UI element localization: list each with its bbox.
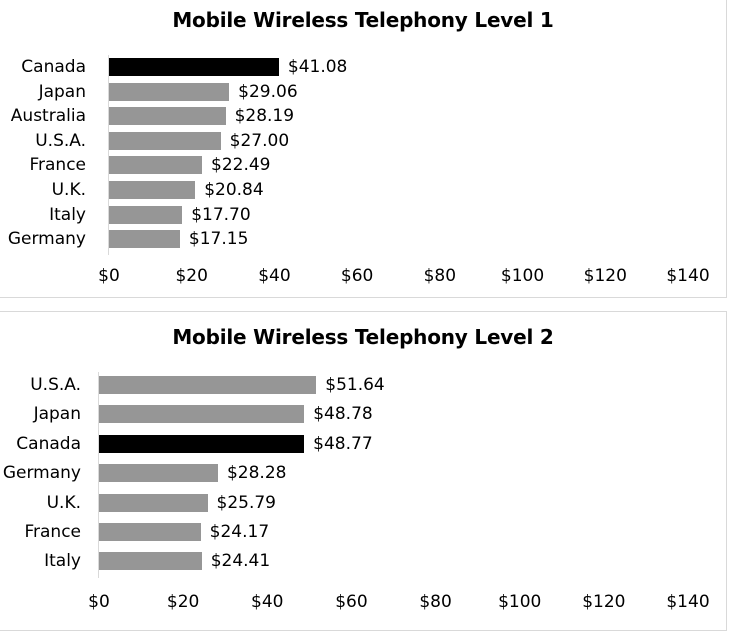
x-tick-label: $0 — [98, 266, 120, 286]
x-tick-label: $80 — [423, 266, 457, 286]
bar-canada — [99, 434, 305, 453]
category-label: Germany — [7, 229, 86, 250]
x-tick-label: $20 — [175, 266, 208, 286]
y-axis-line — [108, 55, 109, 255]
bar-uk — [109, 181, 196, 199]
chart-title: Mobile Wireless Telephony Level 1 — [172, 8, 554, 32]
bar-usa — [99, 376, 317, 394]
category-label: Japan — [33, 404, 81, 425]
category-label: Canada — [21, 57, 86, 77]
y-axis-line — [98, 372, 99, 578]
data-label: $24.41 — [210, 551, 271, 572]
x-tick-label: $120 — [582, 592, 626, 612]
data-label: $48.78 — [313, 404, 373, 425]
data-label: $28.19 — [234, 106, 295, 127]
data-label: $41.08 — [287, 57, 348, 77]
bar-france — [109, 156, 202, 175]
data-label: $20.84 — [204, 180, 264, 200]
category-label: U.S.A. — [35, 130, 86, 151]
category-label: Australia — [10, 106, 86, 127]
bar-japan — [109, 82, 230, 101]
bar-australia — [109, 107, 226, 126]
data-label: $51.64 — [325, 375, 385, 395]
bar-italy — [99, 552, 202, 571]
category-label: Japan — [38, 81, 86, 102]
x-tick-label: $80 — [419, 592, 452, 612]
x-tick-label: $20 — [166, 592, 200, 612]
x-tick-label: $0 — [88, 592, 110, 612]
x-tick-label: $100 — [498, 592, 542, 612]
category-label: U.K. — [51, 180, 86, 200]
x-tick-label: $140 — [666, 592, 710, 612]
category-label: Italy — [49, 204, 86, 225]
data-label: $17.15 — [188, 229, 249, 250]
x-tick-label: $60 — [340, 266, 374, 286]
data-label: $48.77 — [313, 433, 373, 454]
bar-germany — [109, 230, 180, 249]
bar-france — [99, 523, 201, 541]
x-tick-label: $120 — [583, 266, 627, 286]
data-label: $22.49 — [211, 155, 271, 176]
bar-usa — [109, 131, 221, 150]
category-label: France — [29, 155, 86, 176]
x-tick-label: $140 — [666, 266, 710, 286]
category-label: France — [24, 522, 81, 542]
x-tick-label: $40 — [258, 266, 291, 286]
category-label: U.K. — [46, 492, 81, 513]
data-label: $24.17 — [209, 522, 270, 542]
bar-canada — [109, 58, 279, 76]
data-label: $17.70 — [191, 204, 251, 225]
bar-japan — [99, 405, 305, 424]
data-label: $27.00 — [229, 130, 290, 151]
category-label: Italy — [44, 551, 81, 572]
x-tick-label: $60 — [335, 592, 368, 612]
data-label: $25.79 — [216, 492, 276, 513]
bar-germany — [99, 464, 218, 483]
chart-title: Mobile Wireless Telephony Level 2 — [172, 325, 554, 349]
category-label: U.S.A. — [30, 375, 81, 395]
category-label: Germany — [2, 463, 81, 484]
x-tick-label: $100 — [500, 266, 545, 286]
category-label: Canada — [16, 433, 81, 454]
bar-uk — [99, 493, 208, 512]
x-tick-label: $40 — [251, 592, 284, 612]
chart-panel-level-2: Mobile Wireless Telephony Level 2 U.S.A.… — [0, 311, 727, 631]
bar-italy — [109, 205, 183, 224]
chart-panel-level-1: Mobile Wireless Telephony Level 1 Canada… — [0, 0, 727, 298]
data-label: $29.06 — [238, 81, 298, 102]
data-label: $28.28 — [226, 463, 287, 484]
